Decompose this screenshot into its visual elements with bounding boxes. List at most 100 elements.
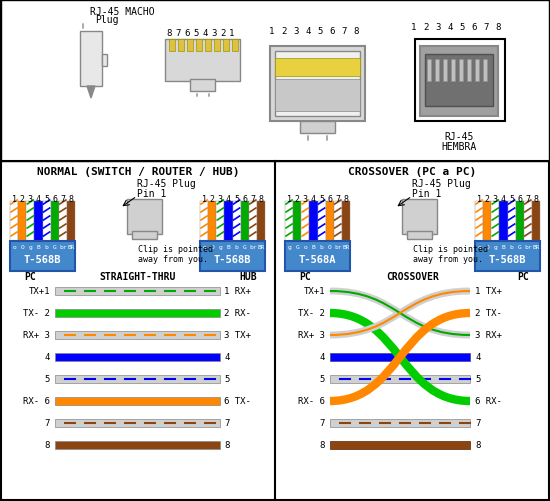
Bar: [55, 441, 220, 449]
Text: 1: 1: [229, 30, 235, 39]
Bar: [483, 60, 487, 82]
Text: 6: 6: [184, 30, 190, 39]
Text: 8: 8: [45, 440, 50, 449]
Text: 4: 4: [305, 28, 311, 37]
Bar: [334, 201, 342, 241]
Text: br: br: [249, 245, 256, 250]
Text: g: g: [29, 245, 32, 250]
Text: O: O: [20, 245, 24, 250]
Text: 7: 7: [336, 195, 340, 204]
Text: Clip is pointed: Clip is pointed: [413, 245, 488, 254]
Bar: [190, 80, 215, 92]
Bar: [200, 241, 265, 272]
Text: O: O: [485, 245, 489, 250]
Text: B: B: [36, 245, 40, 250]
Text: Clip is pointed: Clip is pointed: [138, 245, 213, 254]
Bar: [127, 199, 162, 234]
Text: B: B: [502, 245, 505, 250]
Text: T-568B: T-568B: [213, 255, 251, 265]
Bar: [55, 419, 220, 427]
Text: 2: 2: [485, 195, 490, 204]
Bar: [524, 201, 532, 241]
Bar: [233, 201, 241, 241]
Bar: [208, 201, 216, 241]
Bar: [178, 40, 184, 52]
Text: 5: 5: [234, 195, 239, 204]
Bar: [310, 201, 317, 241]
Text: 6: 6: [471, 23, 477, 32]
Bar: [443, 60, 447, 82]
Polygon shape: [87, 87, 95, 99]
Bar: [275, 59, 360, 77]
Text: RX+ 3: RX+ 3: [23, 331, 50, 340]
Text: 7: 7: [320, 419, 325, 428]
Bar: [330, 375, 470, 383]
Text: 3: 3: [28, 195, 33, 204]
Text: 4: 4: [36, 195, 41, 204]
Bar: [59, 201, 67, 241]
Bar: [425, 55, 493, 107]
Text: TX- 2: TX- 2: [298, 309, 325, 318]
Text: PC: PC: [24, 272, 36, 282]
Text: 4: 4: [202, 30, 208, 39]
Bar: [275, 80, 360, 112]
Bar: [330, 353, 470, 361]
Text: Pin 1: Pin 1: [412, 188, 442, 198]
Bar: [249, 201, 257, 241]
Text: 4: 4: [320, 353, 325, 362]
Text: RX+ 3: RX+ 3: [298, 331, 325, 340]
Text: 7: 7: [45, 419, 50, 428]
Text: 1 RX+: 1 RX+: [224, 287, 251, 296]
Bar: [224, 201, 233, 241]
Bar: [26, 201, 35, 241]
Text: RJ-45 MACHO: RJ-45 MACHO: [90, 7, 155, 17]
Bar: [55, 310, 220, 317]
Text: 6: 6: [329, 28, 335, 37]
Text: 8: 8: [343, 195, 349, 204]
Text: 5: 5: [317, 28, 323, 37]
Text: T-568B: T-568B: [23, 255, 61, 265]
Bar: [293, 201, 301, 241]
Text: TX+1: TX+1: [304, 287, 325, 296]
Text: 5: 5: [193, 30, 199, 39]
Bar: [508, 201, 516, 241]
Bar: [402, 199, 437, 234]
Bar: [18, 201, 26, 241]
Text: 2: 2: [281, 28, 287, 37]
Bar: [169, 40, 175, 52]
Bar: [165, 40, 240, 82]
Bar: [415, 40, 505, 122]
Bar: [55, 288, 220, 296]
Text: g: g: [287, 245, 291, 250]
Text: 6: 6: [517, 195, 522, 204]
Text: 5: 5: [44, 195, 49, 204]
Bar: [420, 47, 498, 117]
Text: CROSSOVER (PC a PC): CROSSOVER (PC a PC): [348, 167, 476, 177]
Text: g: g: [218, 245, 222, 250]
Text: BR: BR: [257, 245, 265, 250]
Text: 7: 7: [224, 419, 229, 428]
Text: BR: BR: [342, 245, 350, 250]
Text: BR: BR: [532, 245, 540, 250]
Text: 1: 1: [270, 28, 274, 37]
Bar: [132, 231, 157, 239]
Text: 5: 5: [509, 195, 514, 204]
Bar: [205, 40, 211, 52]
Bar: [499, 201, 508, 241]
Text: RJ-45 Plug: RJ-45 Plug: [137, 179, 196, 188]
Bar: [10, 241, 75, 272]
Text: T-568B: T-568B: [488, 255, 526, 265]
Bar: [532, 201, 540, 241]
Text: br: br: [59, 245, 67, 250]
Bar: [257, 201, 265, 241]
Text: 7: 7: [342, 28, 346, 37]
Text: 8: 8: [258, 195, 263, 204]
Text: 7: 7: [475, 419, 480, 428]
Text: 1: 1: [411, 23, 417, 32]
Text: 4: 4: [475, 353, 480, 362]
Bar: [467, 60, 471, 82]
Text: 7: 7: [60, 195, 65, 204]
Text: away from you.: away from you.: [138, 254, 208, 263]
Bar: [51, 201, 59, 241]
Bar: [214, 40, 220, 52]
